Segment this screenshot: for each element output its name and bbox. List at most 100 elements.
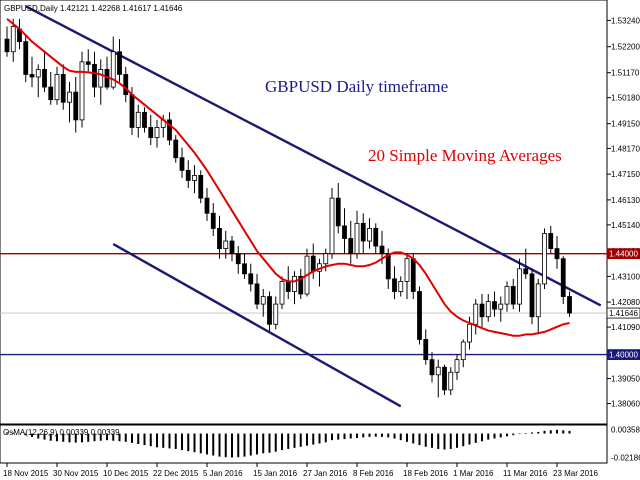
x-tick-label: 10 Dec 2015 [103, 469, 149, 478]
bear-candle [198, 175, 204, 199]
trendline [112, 243, 402, 408]
ma-annotation: 20 Simple Moving Averages [368, 146, 562, 165]
y-tick-label: 1.53240 [611, 16, 640, 25]
y-tick-label: 1.46130 [611, 196, 640, 205]
bear-candle [85, 61, 91, 65]
bear-candle [204, 197, 210, 214]
bull-candle [323, 253, 329, 265]
bull-candle [35, 69, 41, 78]
bear-candle [298, 275, 304, 295]
bull-candle [54, 74, 60, 101]
bear-candle [248, 273, 254, 285]
bull-candle [67, 91, 72, 103]
bear-candle [167, 119, 172, 141]
bear-candle [479, 303, 485, 318]
bear-candle [267, 296, 272, 325]
bull-candle [110, 51, 116, 88]
y-tick-label: 1.42080 [611, 298, 640, 307]
y-tick-label: 1.43100 [611, 272, 640, 281]
bear-candle [360, 222, 366, 242]
symbol-header: GBPUSD,Daily 1.42121 1.42268 1.41617 1.4… [4, 4, 183, 13]
bear-candle [442, 366, 447, 391]
bull-candle [79, 61, 85, 121]
bear-candle [242, 263, 247, 275]
x-tick-label: 1 Mar 2016 [453, 469, 494, 478]
bull-candle [135, 111, 141, 128]
bear-candle [510, 286, 516, 305]
bull-candle [260, 296, 266, 305]
x-tick-label: 27 Jan 2016 [303, 469, 348, 478]
bear-candle [179, 157, 185, 171]
y-tick-label: 1.38060 [611, 400, 640, 409]
price-panel-frame [0, 0, 608, 425]
chart-annotation-title: GBPUSD Daily timeframe [265, 77, 448, 96]
bull-candle [485, 301, 491, 318]
x-tick-label: 5 Jan 2016 [203, 469, 243, 478]
bear-candle [423, 339, 429, 361]
level-badge [606, 349, 640, 360]
moving-average-layer [6, 18, 570, 337]
indicator-tick-label: 0.00358 [611, 426, 640, 435]
x-tick-label: 18 Nov 2015 [3, 469, 49, 478]
x-tick-label: 22 Dec 2015 [153, 469, 199, 478]
bear-candle [379, 245, 385, 255]
bear-candle [60, 74, 66, 103]
bull-candle [498, 303, 504, 310]
bear-candle [410, 258, 416, 292]
bear-candle [492, 301, 497, 310]
bear-candle [560, 258, 566, 297]
bear-candle [548, 233, 554, 249]
bear-candle [567, 296, 572, 314]
bull-candle [273, 303, 279, 325]
bull-candle [473, 303, 479, 325]
bull-candle [279, 281, 285, 305]
level-badge-label: 1.40000 [609, 351, 638, 360]
x-tick-label: 18 Feb 2016 [403, 469, 448, 478]
x-tick-label: 8 Feb 2016 [353, 469, 394, 478]
x-tick-label: 11 Mar 2016 [503, 469, 548, 478]
level-badge [606, 248, 640, 260]
level-badge-label: 1.44000 [609, 250, 638, 259]
bear-candle [229, 240, 235, 255]
bull-candle [292, 275, 297, 292]
bear-candle [373, 228, 379, 247]
level-badge [606, 307, 640, 319]
bull-candle [154, 127, 160, 138]
bull-candle [435, 366, 441, 376]
bear-candle [348, 238, 354, 255]
bull-candle [517, 268, 522, 305]
bear-candle [235, 253, 241, 265]
bull-candle [354, 222, 360, 255]
bear-candle [385, 253, 391, 280]
bear-candle [123, 74, 129, 96]
bull-candle [223, 240, 229, 249]
bull-candle [10, 26, 16, 53]
bear-candle [73, 91, 79, 121]
bear-candle [254, 283, 260, 305]
bear-candle [523, 268, 529, 275]
bear-candle [185, 169, 191, 181]
x-tick-label: 30 Nov 2015 [53, 469, 99, 478]
bull-candle [542, 233, 547, 285]
y-tick-label: 1.51170 [611, 69, 640, 78]
horizontal-levels [0, 252, 607, 356]
bear-candle [142, 111, 147, 128]
time-axis: 18 Nov 2015 30 Nov 2015 10 Dec 2015 22 Dec … [3, 463, 598, 478]
bear-candle [342, 225, 347, 239]
osma-histogram: 0.00358 -0.02186 [6, 426, 640, 463]
bear-candle [129, 94, 135, 128]
bear-candle [4, 38, 10, 53]
bear-candle [310, 255, 316, 272]
bull-candle [404, 258, 410, 282]
y-tick-label: 1.50180 [611, 94, 640, 103]
bear-candle [554, 248, 560, 260]
level-badge-label: 1.41646 [609, 309, 638, 318]
bull-candle [98, 69, 104, 88]
bull-candle [535, 283, 541, 318]
indicator-panel-frame [0, 424, 608, 464]
bear-candle [529, 273, 535, 318]
bull-candle [398, 281, 404, 292]
y-tick-label: 1.49150 [611, 120, 640, 129]
bull-candle [367, 228, 372, 242]
level-badges: 1.44000 1.40000 1.41646 [606, 248, 640, 360]
